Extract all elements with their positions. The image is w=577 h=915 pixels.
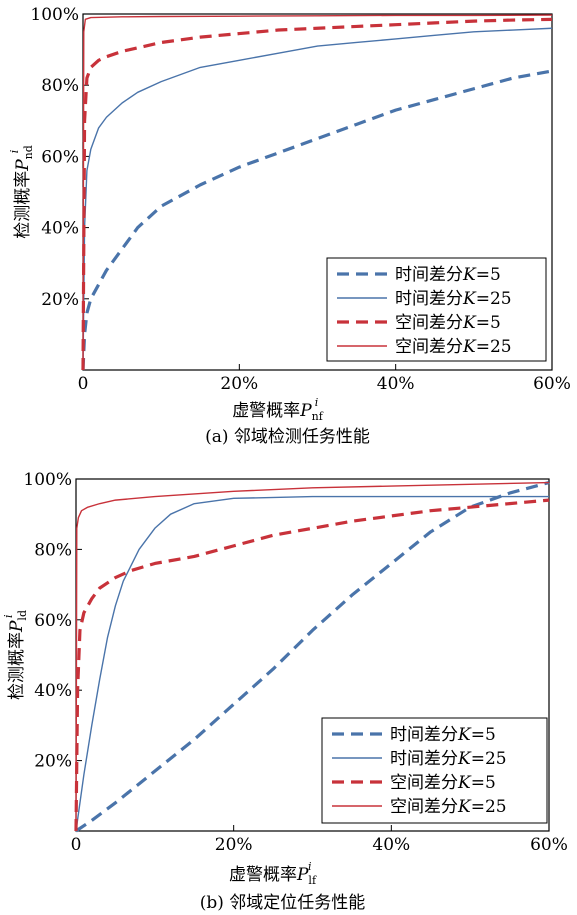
x-tick-label: 60% [530,835,568,855]
y-axis-title-group: 检测概率Pldi [2,610,29,700]
x-tick-label: 20% [215,835,253,855]
x-tick-label: 20% [220,374,258,394]
series-line-1 [75,495,549,832]
x-tick-label: 40% [377,374,415,394]
x-axis-title: 虚警概率Pnfi [232,396,324,423]
y-tick-label: 20% [34,752,72,772]
y-tick-label: 80% [41,76,79,96]
chart-panel-a: 0 20% 40% 60% 20% 40% 60% 80% 100% 时间差分K=5 时间差分K=2… [8,5,571,447]
series-line-0 [81,69,553,371]
series-line-2 [74,498,550,832]
legend-label-3: 空间差分K=25 [390,797,507,817]
y-tick-label: 20% [41,290,79,310]
x-tick-label: 60% [533,374,571,394]
series-line-1 [82,27,553,371]
legend-label-0: 时间差分K=5 [395,265,501,285]
y-axis-title: 检测概率Pndi [8,145,35,239]
chart-caption: (a) 邻域检测任务性能 [205,427,370,447]
y-tick-label: 40% [34,681,72,701]
x-axis-title: 虚警概率Plfi [229,860,317,887]
y-tick-label: 40% [41,219,79,239]
x-tick-label: 0 [78,374,89,394]
legend-label-1: 时间差分K=25 [395,289,512,309]
y-axis-title: 检测概率Pldi [2,610,29,700]
legend-label-0: 时间差分K=5 [390,725,496,745]
y-axis-title-group: 检测概率Pndi [8,145,35,239]
chart-caption: (b) 邻域定位任务性能 [200,893,366,913]
y-tick-label: 60% [34,611,72,631]
chart-a-svg: 0 20% 40% 60% 20% 40% 60% 80% 100% 时间差分K=5 时间差分K=2… [8,5,571,447]
series-line-3 [82,14,553,371]
y-tick-label: 100% [23,470,72,490]
legend-label-2: 空间差分K=5 [390,773,496,793]
x-tick-label: 40% [372,835,410,855]
y-tick-label: 80% [34,540,72,560]
y-tick-label: 100% [30,5,79,25]
chart-panel-b: 0 20% 40% 60% 20% 40% 60% 80% 100% 时间差分K=5 时间差分K=2… [0,460,577,915]
x-tick-label: 0 [71,835,82,855]
legend-label-1: 时间差分K=25 [390,749,507,769]
series-line-0 [75,480,550,833]
y-tick-label: 60% [41,147,79,167]
legend-label-3: 空间差分K=25 [395,337,512,357]
legend-label-2: 空间差分K=5 [395,313,501,333]
series-line-3 [75,481,550,832]
series-line-2 [81,17,553,371]
chart-b-svg: 0 20% 40% 60% 20% 40% 60% 80% 100% 时间差分K=5 时间差分K=2… [2,470,568,913]
